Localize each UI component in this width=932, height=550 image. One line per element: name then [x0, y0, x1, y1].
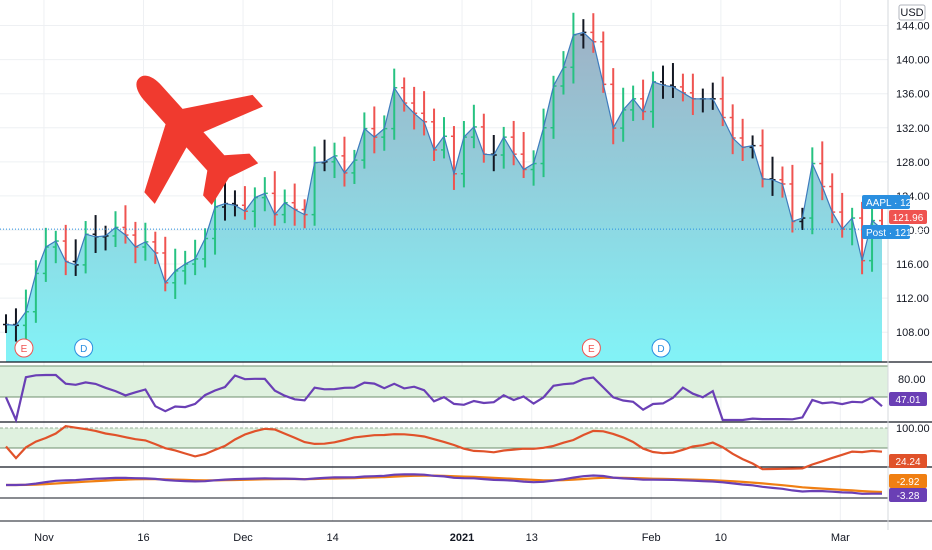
last-price-badge: 121.96: [889, 210, 927, 224]
osc-value-badge: 47.01: [889, 392, 927, 406]
time-tick-label: 2021: [450, 532, 474, 544]
last-price-text: 121.96: [893, 213, 924, 224]
time-tick-label: 14: [327, 532, 339, 544]
macd-value-badge-b: -3.28: [889, 488, 927, 502]
macd-value-a-text: -2.92: [897, 477, 920, 488]
oscillator-line: [4, 373, 883, 424]
post-price-text: Post · 121.95: [866, 228, 926, 239]
time-tick-label: Mar: [831, 532, 850, 544]
price-tick-label: 116.00: [896, 259, 929, 271]
price-tick-label: 128.00: [896, 157, 930, 169]
time-tick-label: Dec: [233, 532, 253, 544]
ohlc-bars: [3, 12, 885, 342]
marker-label: D: [657, 344, 664, 355]
price-area: [6, 32, 882, 363]
stoch-level-label: 100.00: [896, 423, 930, 435]
earnings-marker[interactable]: E: [581, 338, 601, 358]
macd-pane: [0, 473, 888, 499]
stochastic-line: [5, 424, 883, 471]
earnings-marker[interactable]: E: [14, 338, 34, 358]
osc-level-label: 80.00: [898, 374, 926, 386]
price-tick-label: 140.00: [896, 55, 930, 67]
symbol-badge: AAPL · 121.96: [862, 195, 931, 209]
price-tick-label: 108.00: [896, 327, 930, 339]
price-axis-labels: 144.00140.00136.00132.00128.00124.00120.…: [896, 21, 930, 340]
airplane-icon: [136, 75, 263, 206]
marker-label: E: [588, 344, 595, 355]
stoch-value-badge: 24.24: [889, 454, 927, 468]
macd-value-badge-a: -2.92: [889, 474, 927, 488]
stochastic-pane: [0, 424, 888, 471]
currency-label[interactable]: USD: [898, 4, 926, 21]
price-tick-label: 136.00: [896, 89, 930, 101]
macd-line-purple: [6, 473, 882, 495]
price-line: [5, 31, 883, 327]
price-tick-label: 144.00: [896, 21, 930, 33]
marker-label: D: [80, 344, 87, 355]
time-tick-label: 16: [137, 532, 149, 544]
currency-text: USD: [900, 7, 923, 19]
stoch-value-text: 24.24: [895, 457, 920, 468]
symbol-badge-text: AAPL · 121.96: [866, 198, 931, 209]
price-tick-label: 112.00: [896, 293, 929, 305]
marker-label: E: [21, 344, 28, 355]
time-tick-label: Feb: [642, 532, 661, 544]
time-tick-label: 10: [715, 532, 727, 544]
oscillator-pane: [0, 365, 888, 424]
dividend-marker[interactable]: D: [651, 338, 671, 358]
dividend-marker[interactable]: D: [74, 338, 94, 358]
price-tick-label: 132.00: [896, 123, 930, 135]
time-axis[interactable]: Nov 16 Dec 14 2021 13 Feb 10 Mar: [34, 532, 850, 544]
time-tick-label: Nov: [34, 532, 54, 544]
macd-value-b-text: -3.28: [897, 491, 920, 502]
osc-value-text: 47.01: [895, 395, 920, 406]
post-price-badge: Post · 121.95: [862, 225, 926, 239]
time-tick-label: 13: [526, 532, 538, 544]
